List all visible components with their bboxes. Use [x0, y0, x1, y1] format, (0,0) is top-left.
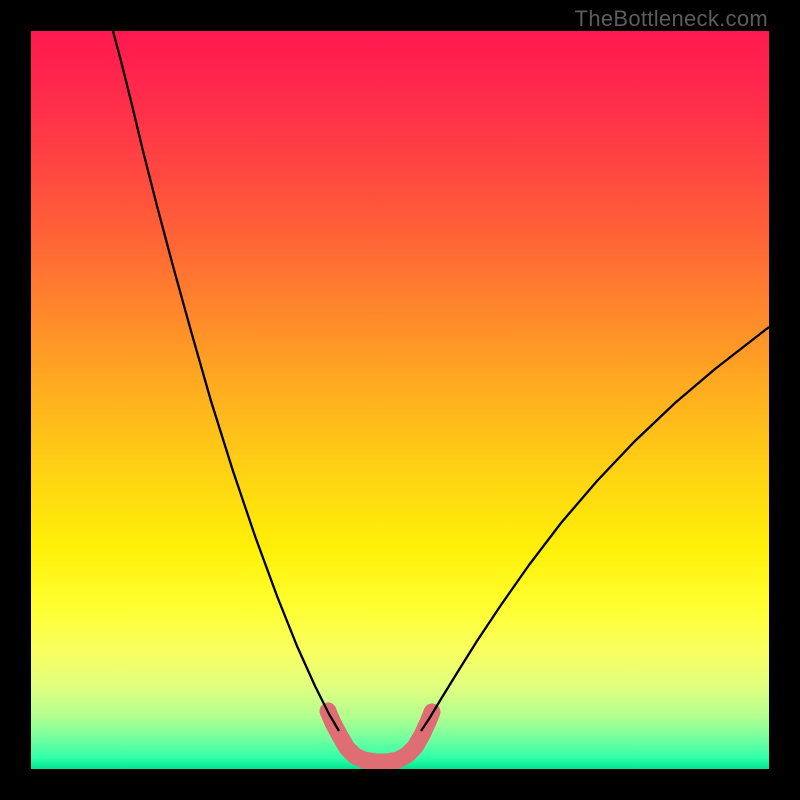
watermark-text: TheBottleneck.com: [575, 6, 768, 32]
trough-highlight: [328, 711, 432, 762]
curve-right: [421, 327, 769, 731]
curve-left: [113, 31, 339, 731]
plot-area: [31, 31, 769, 769]
curves-layer: [31, 31, 769, 769]
